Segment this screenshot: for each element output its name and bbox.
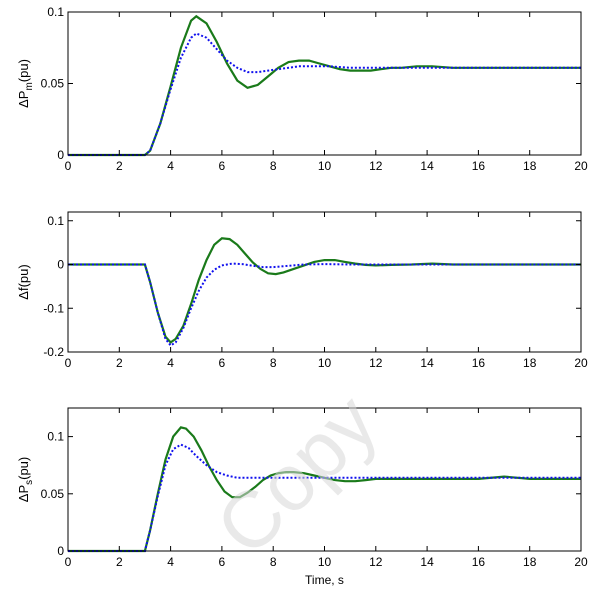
y-axis-label: ΔPs(pu) bbox=[16, 457, 35, 502]
x-tick-label: 16 bbox=[472, 356, 486, 370]
x-tick-label: 14 bbox=[420, 555, 434, 569]
x-tick-label: 10 bbox=[318, 159, 332, 173]
y-tick-label: 0 bbox=[57, 544, 64, 558]
plot-2: 0 2 4 6 8 10 12 14 16 18 20 -0.2 -0.1 0 0.1 Δf(pu) bbox=[16, 211, 588, 370]
x-tick-label: 20 bbox=[574, 159, 588, 173]
x-tick-label: 2 bbox=[116, 356, 123, 370]
x-tick-label: 8 bbox=[270, 159, 277, 173]
x-tick-label: 16 bbox=[472, 555, 486, 569]
series-dotted-line bbox=[68, 443, 581, 552]
x-tick-label: 8 bbox=[270, 555, 277, 569]
x-tick-label: 2 bbox=[116, 159, 123, 173]
y-axis-label: Δf(pu) bbox=[16, 264, 31, 299]
x-tick-label: 20 bbox=[574, 356, 588, 370]
x-tick-label: 18 bbox=[523, 159, 537, 173]
x-tick-label: 10 bbox=[318, 555, 332, 569]
x-tick-label: 0 bbox=[65, 555, 72, 569]
x-tick-label: 4 bbox=[167, 159, 174, 173]
y-tick-label: 0.1 bbox=[47, 5, 64, 19]
y-tick-label: 0.1 bbox=[47, 430, 64, 444]
x-tick-label: 6 bbox=[219, 555, 226, 569]
series-dotted-line bbox=[68, 32, 581, 156]
x-tick-label: 6 bbox=[219, 159, 226, 173]
x-tick-label: 18 bbox=[523, 555, 537, 569]
series-solid-line bbox=[68, 14, 581, 157]
x-tick-label: 8 bbox=[270, 356, 277, 370]
x-tick-label: 0 bbox=[65, 356, 72, 370]
y-tick-label: 0.05 bbox=[41, 487, 65, 501]
x-tick-label: 4 bbox=[167, 555, 174, 569]
x-tick-label: 4 bbox=[167, 356, 174, 370]
axes-box bbox=[67, 11, 582, 156]
y-tick-label: 0.1 bbox=[47, 214, 64, 228]
x-tick-label: 12 bbox=[369, 159, 383, 173]
axes-box bbox=[67, 211, 582, 353]
y-axis-label: ΔPm(pu) bbox=[16, 59, 35, 108]
x-axis-label: Time, s bbox=[305, 573, 344, 587]
x-tick-label: 20 bbox=[574, 555, 588, 569]
x-tick-label: 2 bbox=[116, 555, 123, 569]
x-tick-label: 14 bbox=[420, 159, 434, 173]
x-tick-label: 0 bbox=[65, 159, 72, 173]
x-tick-label: 14 bbox=[420, 356, 434, 370]
x-tick-label: 18 bbox=[523, 356, 537, 370]
series-dotted-line bbox=[68, 262, 581, 347]
y-tick-label: 0 bbox=[57, 258, 64, 272]
plot-3: 0 2 4 6 8 10 12 14 16 18 20 0 0.05 0.1 ΔPs(pu) Time, s bbox=[16, 407, 588, 587]
series-solid-line bbox=[68, 426, 581, 553]
x-tick-label: 16 bbox=[472, 159, 486, 173]
x-tick-label: 12 bbox=[369, 356, 383, 370]
x-tick-label: 12 bbox=[369, 555, 383, 569]
watermark-text: Copy bbox=[199, 377, 394, 572]
y-tick-label: -0.1 bbox=[43, 301, 64, 315]
series-solid-line bbox=[68, 237, 581, 344]
y-tick-label: 0 bbox=[57, 148, 64, 162]
x-tick-label: 6 bbox=[219, 356, 226, 370]
y-tick-label: -0.2 bbox=[43, 345, 64, 359]
plot-1: 0 2 4 6 8 10 12 14 16 18 20 0 0.05 0.1 ΔPm(pu) bbox=[16, 5, 588, 173]
y-tick-label: 0.05 bbox=[41, 77, 65, 91]
x-tick-label: 10 bbox=[318, 356, 332, 370]
